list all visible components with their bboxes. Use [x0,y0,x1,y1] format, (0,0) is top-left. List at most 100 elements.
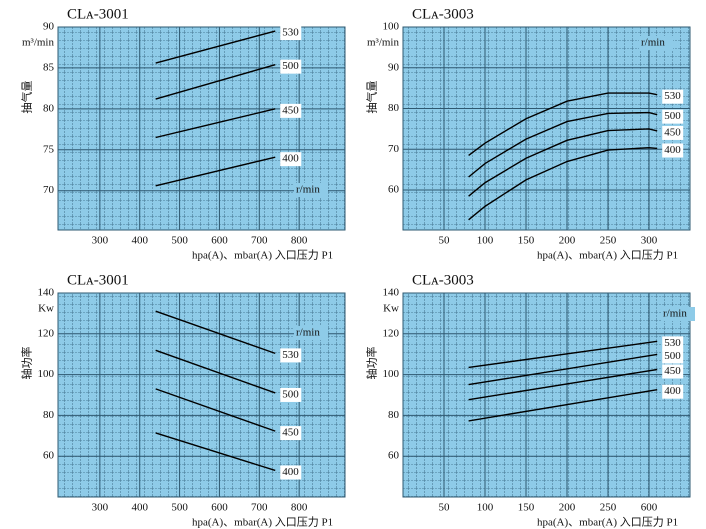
legend-title-box [294,326,328,340]
series-line [155,310,276,355]
series-line [155,388,276,432]
series-label: 500 [282,388,299,400]
x-axis-label: hpa(A)、mbar(A) 入口压力 P1 [537,249,678,262]
x-tick-label: 500 [171,235,188,247]
series-label-box [662,109,684,124]
y-axis-label: 抽气量 [365,81,379,114]
x-tick-label: 250 [600,235,617,247]
series-label-box [662,384,684,399]
series-label-box [280,59,302,74]
x-tick-label: 250 [600,502,617,514]
series-line [468,146,658,221]
series-line [155,156,276,187]
y-tick-label: 60 [388,184,400,196]
series-label: 400 [664,385,681,397]
y-tick-label: 100 [383,21,400,33]
series-label: 500 [282,60,299,72]
y-unit: m³/min [367,37,400,49]
series-label: 530 [664,90,681,102]
legend-title: r/min [296,327,320,339]
series-label: 400 [664,144,681,156]
x-tick-label: 50 [439,235,451,247]
x-tick-label: 800 [291,235,308,247]
x-axis-label: hpa(A)、mbar(A) 入口压力 P1 [192,516,333,529]
chart-title: CLᴀ-3003 [412,6,474,22]
y-unit: Kw [38,303,54,315]
x-tick-label: 600 [211,502,228,514]
plot-area [57,292,346,498]
legend-title: r/min [663,308,687,320]
y-tick-label: 60 [388,450,400,462]
y-tick-label: 70 [43,184,55,196]
x-tick-label: 300 [92,235,109,247]
series-line [468,368,658,401]
y-tick-label: 80 [388,102,400,114]
series-label: 500 [664,110,681,122]
series-line [155,108,276,139]
y-tick-label: 90 [43,21,55,33]
series-line [468,389,658,422]
y-tick-label: 90 [388,61,400,73]
plot-area [402,292,691,498]
legend-title: r/min [641,37,665,49]
series-label: 450 [282,427,299,439]
x-tick-label: 700 [251,235,268,247]
legend-title: r/min [296,184,320,196]
x-tick-label: 150 [518,502,535,514]
series-label-box [662,143,684,158]
series-line [155,432,276,472]
series-label-box [280,152,302,167]
x-axis-label: hpa(A)、mbar(A) 入口压力 P1 [537,516,678,529]
series-label: 400 [282,466,299,478]
legend-title-box [294,183,328,197]
y-tick-label: 80 [388,409,400,421]
series-label-box [280,103,302,118]
y-unit: Kw [383,303,399,315]
x-tick-label: 500 [171,502,188,514]
y-tick-label: 70 [388,143,400,155]
series-label-box [280,348,302,363]
series-line [468,353,658,386]
legend-title-box [661,307,695,321]
y-tick-label: 100 [383,368,400,380]
y-tick-label: 120 [383,327,400,339]
x-tick-label: 200 [559,235,576,247]
x-tick-label: 700 [251,502,268,514]
series-label-box [662,125,684,140]
y-unit: m³/min [22,37,55,49]
series-line [468,128,658,197]
series-line [468,92,658,156]
series-line [155,349,276,394]
series-line [155,30,276,64]
x-tick-label: 200 [559,502,576,514]
legend-title-box [639,36,673,50]
series-label: 400 [282,153,299,165]
x-tick-label: 400 [131,235,148,247]
x-tick-label: 100 [477,502,494,514]
y-tick-label: 100 [38,368,55,380]
y-tick-label: 75 [43,143,55,155]
x-tick-label: 600 [211,235,228,247]
y-tick-label: 140 [38,287,55,299]
x-axis-label: hpa(A)、mbar(A) 入口压力 P1 [192,249,333,262]
series-label-box [280,26,302,41]
series-label: 530 [282,349,299,361]
y-tick-label: 85 [43,61,55,73]
x-tick-label: 100 [477,235,494,247]
series-label-box [662,336,684,351]
series-label-box [280,387,302,402]
plot-area [57,26,346,231]
y-tick-label: 140 [383,287,400,299]
x-tick-label: 50 [439,502,451,514]
y-axis-label: 抽气量 [20,81,34,114]
series-line [468,111,658,178]
x-tick-label: 300 [641,235,658,247]
series-label: 530 [282,27,299,39]
x-tick-label: 800 [291,502,308,514]
y-axis-label: 轴功率 [20,347,34,380]
series-label-box [662,364,684,379]
series-label-box [662,349,684,364]
y-axis-label: 轴功率 [365,347,379,380]
series-label: 450 [664,365,681,377]
